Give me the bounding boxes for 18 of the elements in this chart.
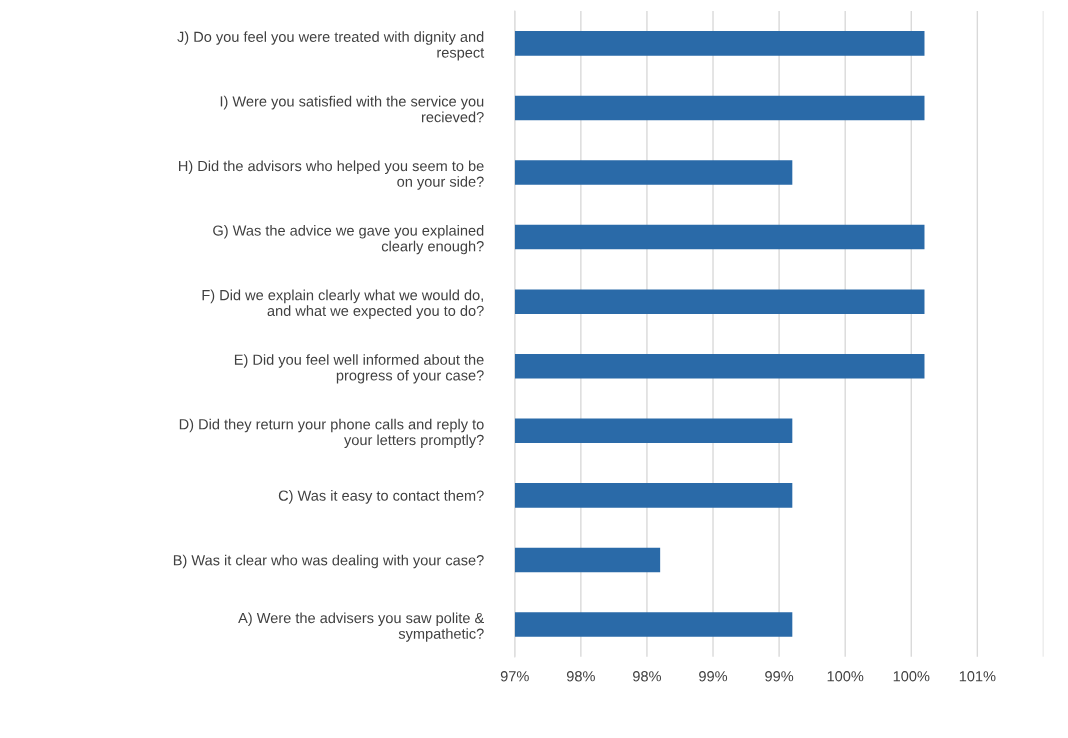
- x-tick-label: 98%: [633, 671, 662, 682]
- y-tick-label: I) Were you satisfied with the service you recieved?: [220, 95, 484, 123]
- y-tick-label: H) Did the advisors who helped you seem to be on your side?: [179, 160, 484, 190]
- x-tick-label: 98%: [566, 671, 595, 682]
- y-tick-label: J) Do you feel you were treated with dignity and respect: [177, 31, 485, 61]
- y-tick-label: E) Did you feel well informed about the progress of your case?: [234, 354, 484, 384]
- x-tick-label: 100%: [893, 671, 930, 682]
- x-tick-label: 101%: [959, 671, 996, 682]
- x-tick-label: 99%: [765, 671, 794, 682]
- y-tick-label: G) Was the advice we gave you explained clearly enough?: [213, 225, 484, 255]
- y-tick-label: B) Was it clear who was dealing with your case?: [173, 554, 484, 569]
- x-tick-label: 99%: [699, 671, 728, 682]
- y-tick-label: C) Was it easy to contact them?: [278, 490, 484, 504]
- y-tick-label: D) Did they return your phone calls and reply to your letters promptly?: [179, 418, 484, 449]
- x-tick-label: 97%: [500, 671, 529, 682]
- y-tick-label: F) Did we explain clearly what we would do, and what we expected you to do?: [202, 289, 484, 319]
- y-tick-label: A) Were the advisers you saw polite & sympathetic?: [238, 612, 485, 642]
- x-tick-label: 100%: [827, 671, 864, 682]
